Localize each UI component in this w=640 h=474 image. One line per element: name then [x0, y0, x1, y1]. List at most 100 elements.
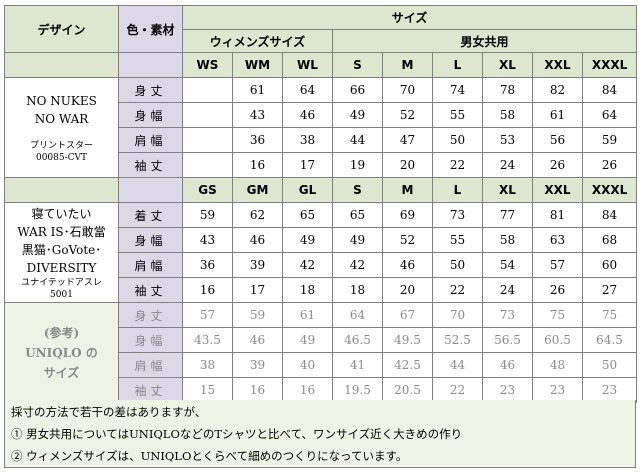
measure-value: 49 [282, 227, 333, 253]
fabric-line: ユナイテッドアスレ [21, 277, 102, 288]
design-header: デザイン [4, 5, 119, 53]
measure-value: 46.5 [332, 327, 383, 353]
measure-value: 36 [232, 127, 283, 153]
measure-value: 43 [182, 227, 233, 253]
measure-value: 49 [282, 327, 333, 353]
size-label: GS [182, 177, 233, 203]
measure-value: 19 [332, 152, 383, 178]
measure-value: 16 [232, 152, 283, 178]
measure-value: 38 [282, 127, 333, 153]
measure-value: 52 [382, 102, 433, 128]
measure-value: 18 [282, 277, 333, 303]
measure-value: 49 [332, 227, 383, 253]
measure-value [182, 127, 233, 153]
measure-value: 64 [282, 77, 333, 103]
measure-value: 59 [581, 127, 638, 153]
measure-value: 49 [332, 102, 383, 128]
size-label: S [332, 52, 383, 78]
size-row-spacer [118, 177, 183, 203]
measure-value: 23 [482, 377, 533, 403]
measure-value: 23 [581, 377, 638, 403]
measure-value: 46 [282, 102, 333, 128]
measure-value: 16 [182, 277, 233, 303]
measure-value: 70 [432, 302, 483, 328]
measure-value: 42 [282, 252, 333, 278]
size-label: XL [482, 52, 533, 78]
material-header: 色・素材 [118, 5, 183, 53]
measure-value: 78 [482, 77, 533, 103]
measure-value: 68 [581, 227, 638, 253]
measure-value: 48 [532, 352, 583, 378]
measure-label: 肩幅 [118, 352, 183, 378]
measure-value: 61 [282, 302, 333, 328]
measure-label: 身幅 [118, 102, 183, 128]
measure-value: 58 [482, 227, 533, 253]
size-label: WM [232, 52, 283, 78]
measure-value: 56.5 [482, 327, 533, 353]
measure-value [182, 102, 233, 128]
measure-value: 16 [232, 377, 283, 403]
measure-value: 46 [232, 327, 283, 353]
measure-label: 着丈 [118, 202, 183, 228]
size-row-spacer [4, 52, 119, 78]
measure-value: 75 [581, 302, 638, 328]
measure-value: 69 [382, 202, 433, 228]
measure-value: 47 [382, 127, 433, 153]
measure-value: 55 [432, 227, 483, 253]
measure-value: 67 [382, 302, 433, 328]
size-label: XXXL [581, 177, 638, 203]
measure-value: 39 [232, 252, 283, 278]
measure-label: 肩幅 [118, 252, 183, 278]
fabric-line: 5001 [50, 289, 73, 300]
measure-value: 26 [532, 152, 583, 178]
womens-header: ウィメンズサイズ [182, 29, 333, 53]
size-label: WS [182, 52, 233, 78]
measure-value: 65 [282, 202, 333, 228]
measure-value: 84 [581, 77, 638, 103]
design-name-line: WAR IS･石敢當 [17, 224, 106, 239]
measure-value: 64.5 [581, 327, 638, 353]
measure-value: 23 [532, 377, 583, 403]
size-label: L [432, 177, 483, 203]
measure-value: 62 [232, 202, 283, 228]
note-womens: ② ウィメンズサイズは、UNIQLOとくらべて細めのつくりになっています。 [11, 449, 408, 463]
design-cell-no-nukes: NO NUKES NO WAR プリントスター 00085-CVT [4, 77, 119, 178]
measure-value: 22 [432, 152, 483, 178]
size-table: デザイン 色・素材 サイズ ウィメンズサイズ 男女共用 WS WM WL S M L XL X… [4, 5, 638, 403]
size-label: XL [482, 177, 533, 203]
measure-value: 41 [332, 352, 383, 378]
reference-line: UNIQLO の [25, 345, 98, 360]
measure-value: 60.5 [532, 327, 583, 353]
measure-value: 64 [581, 102, 638, 128]
measure-value: 73 [482, 302, 533, 328]
measure-value: 81 [532, 202, 583, 228]
measure-label: 肩幅 [118, 127, 183, 153]
fabric-line: プリントスター [29, 140, 93, 151]
measure-value: 27 [581, 277, 638, 303]
size-label: XXL [532, 177, 583, 203]
measure-value: 70 [382, 77, 433, 103]
measure-label: 袖丈 [118, 277, 183, 303]
reference-line: サイズ [43, 365, 80, 380]
size-label: XXL [532, 52, 583, 78]
measure-value: 36 [182, 252, 233, 278]
measure-value: 63 [532, 227, 583, 253]
measure-value: 16 [282, 377, 333, 403]
measure-value: 61 [532, 102, 583, 128]
measure-value: 49.5 [382, 327, 433, 353]
measure-label: 袖丈 [118, 377, 183, 403]
measure-value: 60 [581, 252, 638, 278]
measure-value: 58 [482, 102, 533, 128]
design-cell-multi: 寝ていたい WAR IS･石敢當 黒猫･GoVote･ DIVERSITY ユナイテッド… [4, 202, 119, 303]
measure-value: 52 [382, 227, 433, 253]
measure-value: 46 [382, 252, 433, 278]
measure-value: 39 [232, 352, 283, 378]
measure-value: 20 [382, 277, 433, 303]
measure-label: 身丈 [118, 77, 183, 103]
measure-value: 61 [232, 77, 283, 103]
measure-value: 84 [581, 202, 638, 228]
measure-label: 身丈 [118, 302, 183, 328]
note-intro: 採寸の方法で若干の差はありますが、 [11, 405, 207, 419]
size-label: XXXL [581, 52, 638, 78]
